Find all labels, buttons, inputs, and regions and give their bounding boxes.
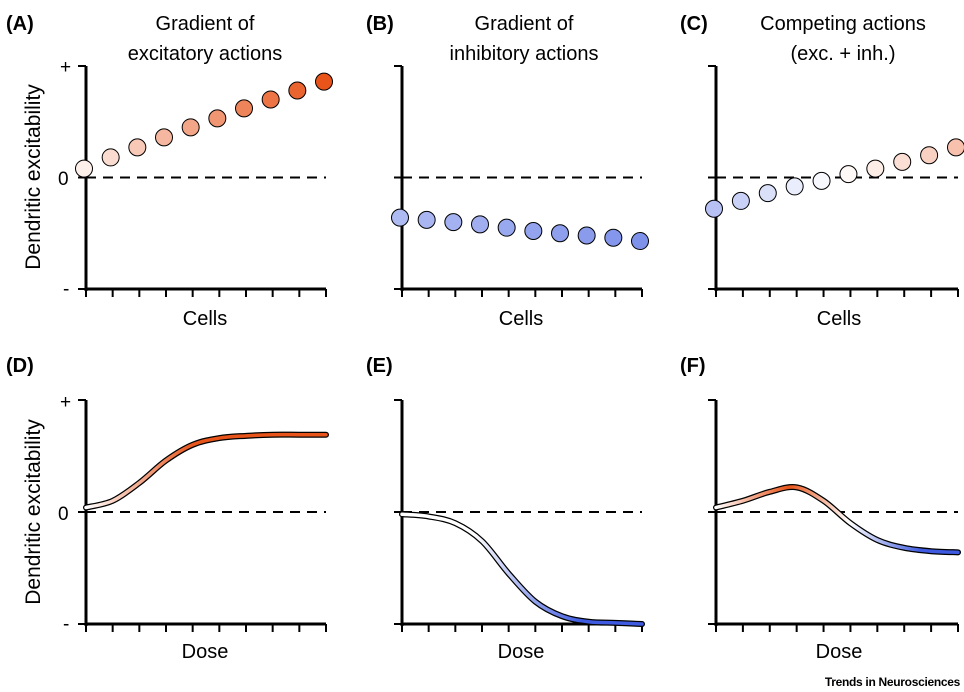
panel-b-point-1 xyxy=(391,208,409,227)
panel-b-point-7 xyxy=(551,224,569,243)
panel-d-curve xyxy=(84,432,328,510)
title-a-line1: Gradient of xyxy=(156,13,255,35)
panel-b-point-4 xyxy=(471,215,489,234)
y-axis-title-top: Dendritic excitability xyxy=(22,84,45,270)
panel-c-point-8 xyxy=(893,152,912,171)
y-tick-minus-top: - xyxy=(63,279,69,300)
panel-b-point-2 xyxy=(417,210,436,229)
panel-a-point-5 xyxy=(181,118,200,137)
chart-marks xyxy=(75,65,964,632)
panel-c-point-4 xyxy=(785,177,804,196)
y-tick-zero-top: 0 xyxy=(58,169,69,190)
panel-c-point-6 xyxy=(839,165,858,184)
panel-a-point-3 xyxy=(128,138,147,157)
panel-b-point-6 xyxy=(524,222,543,241)
panel-b-point-3 xyxy=(444,213,463,232)
panel-label-f: (F) xyxy=(680,355,706,377)
x-label-d: Dose xyxy=(182,641,229,663)
panel-label-d: (D) xyxy=(6,355,34,377)
panel-b-point-10 xyxy=(631,232,649,251)
panel-e-curve-outline xyxy=(399,511,645,627)
y-tick-zero-bottom: 0 xyxy=(58,504,69,525)
panel-c-point-2 xyxy=(731,191,750,210)
title-c-line2: (exc. + inh.) xyxy=(790,43,895,65)
panel-a-point-4 xyxy=(155,128,173,147)
panel-label-a: (A) xyxy=(6,13,34,35)
x-label-c: Cells xyxy=(817,308,861,330)
panel-label-b: (B) xyxy=(366,13,394,35)
journal-credit: Trends in Neurosciences xyxy=(825,675,961,689)
panel-c-point-7 xyxy=(866,159,885,178)
y-tick-plus-top: + xyxy=(60,57,71,78)
title-a-line2: excitatory actions xyxy=(128,43,283,65)
panel-a-point-10 xyxy=(315,72,333,91)
panel-c-point-1 xyxy=(705,199,723,218)
title-c-line1: Competing actions xyxy=(760,13,926,35)
panel-c-point-9 xyxy=(920,146,939,165)
panel-label-e: (E) xyxy=(366,355,393,377)
panel-c-point-5 xyxy=(812,171,831,190)
panel-c-point-3 xyxy=(758,184,777,203)
title-b-line1: Gradient of xyxy=(475,13,574,35)
panel-a-point-7 xyxy=(235,99,253,118)
y-tick-minus-bottom: - xyxy=(63,614,69,635)
panel-c-point-10 xyxy=(947,138,964,157)
x-label-a: Cells xyxy=(183,308,227,330)
panel-a-point-2 xyxy=(101,148,120,167)
x-label-f: Dose xyxy=(816,641,863,663)
title-b-line2: inhibitory actions xyxy=(450,43,599,65)
panel-b-point-9 xyxy=(604,228,623,247)
panel-b-point-8 xyxy=(577,226,596,245)
panel-label-c: (C) xyxy=(680,13,708,35)
panel-e-curve xyxy=(400,512,644,626)
panel-f-curve xyxy=(714,485,960,555)
x-label-b: Cells xyxy=(499,308,543,330)
y-axis-title-bottom: Dendritic excitability xyxy=(22,419,45,605)
panel-a-point-1 xyxy=(75,159,93,178)
panel-a-point-6 xyxy=(208,109,227,128)
y-tick-plus-bottom: + xyxy=(60,392,71,413)
panel-a-point-9 xyxy=(288,81,307,100)
panel-b-point-5 xyxy=(497,218,516,237)
panel-a-point-8 xyxy=(261,90,280,109)
x-label-e: Dose xyxy=(498,641,545,663)
